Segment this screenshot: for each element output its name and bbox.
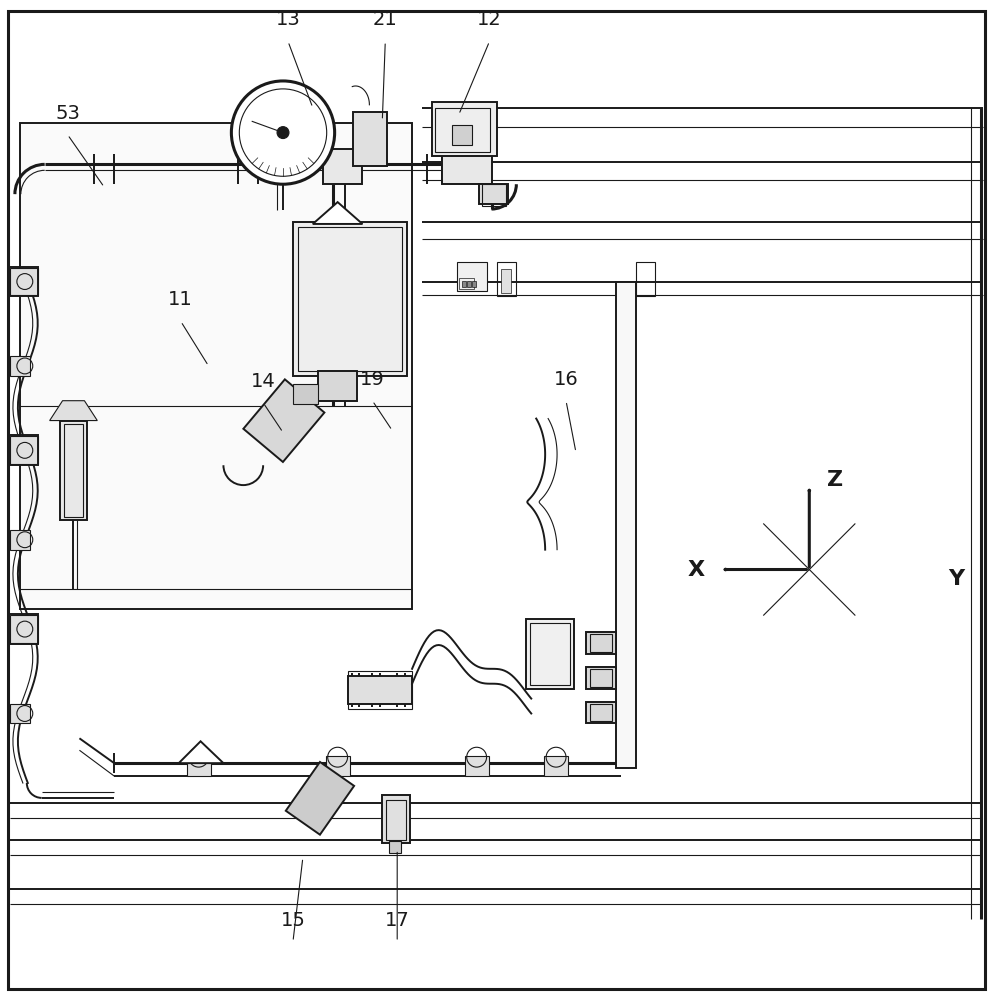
Bar <box>298 227 402 371</box>
Bar <box>496 262 516 296</box>
Bar <box>442 145 492 184</box>
Polygon shape <box>286 762 355 835</box>
Bar <box>586 667 616 689</box>
Bar <box>10 704 30 723</box>
Bar <box>64 424 83 517</box>
Text: 21: 21 <box>373 10 397 29</box>
Bar <box>293 222 407 376</box>
Bar <box>586 702 616 723</box>
Bar <box>590 704 612 721</box>
Bar <box>10 356 30 376</box>
Bar <box>616 282 636 768</box>
Bar <box>435 108 490 152</box>
Bar <box>318 371 357 401</box>
Polygon shape <box>243 379 325 462</box>
Bar <box>10 436 38 464</box>
Bar <box>10 268 38 295</box>
Bar <box>187 756 211 776</box>
Bar <box>20 123 412 609</box>
Bar <box>8 267 38 296</box>
Bar <box>8 435 38 465</box>
Bar <box>10 615 38 643</box>
Text: Y: Y <box>948 569 964 589</box>
Bar <box>386 800 406 840</box>
Bar <box>459 278 474 289</box>
Bar <box>530 623 570 685</box>
Polygon shape <box>50 401 97 421</box>
Bar <box>348 671 412 709</box>
Bar <box>472 281 476 287</box>
Polygon shape <box>179 741 223 763</box>
Bar <box>586 632 616 654</box>
Polygon shape <box>313 202 362 224</box>
Bar <box>389 841 401 853</box>
Circle shape <box>277 127 289 139</box>
Bar <box>293 384 318 404</box>
Text: 12: 12 <box>478 10 501 29</box>
Bar <box>353 112 387 166</box>
Bar <box>323 149 362 184</box>
Bar <box>382 795 410 843</box>
Bar <box>465 756 489 776</box>
Bar <box>590 634 612 652</box>
Bar <box>452 125 472 145</box>
Text: 14: 14 <box>251 372 275 391</box>
Bar <box>590 669 612 687</box>
Bar <box>457 262 487 291</box>
Bar <box>8 614 38 644</box>
Text: 16: 16 <box>554 370 578 389</box>
Bar <box>544 756 568 776</box>
Bar <box>526 619 574 689</box>
Bar <box>501 269 511 293</box>
Circle shape <box>231 81 335 184</box>
Bar <box>636 262 655 296</box>
Text: 11: 11 <box>169 290 193 309</box>
Text: 17: 17 <box>385 911 409 930</box>
Bar <box>432 102 496 156</box>
Bar <box>60 421 87 520</box>
Bar <box>326 756 350 776</box>
Text: 13: 13 <box>276 10 300 29</box>
Bar <box>482 184 506 206</box>
Bar <box>467 281 471 287</box>
Bar <box>348 676 412 704</box>
Text: 15: 15 <box>280 911 306 930</box>
Text: 19: 19 <box>360 370 384 389</box>
Circle shape <box>239 89 327 176</box>
Text: Z: Z <box>827 470 843 490</box>
Text: X: X <box>688 560 705 580</box>
Bar <box>10 530 30 550</box>
Text: 53: 53 <box>55 104 80 123</box>
Bar <box>462 281 466 287</box>
Bar <box>479 184 508 204</box>
